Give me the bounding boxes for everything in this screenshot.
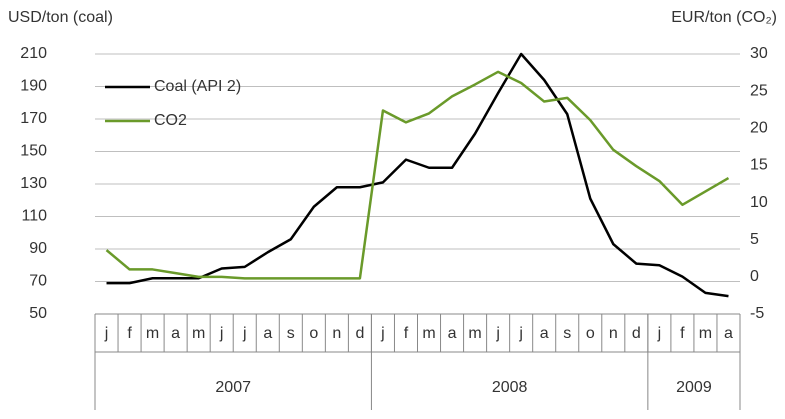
x-tick-label: a [263, 325, 272, 342]
y2-tick-label: 20 [750, 120, 768, 137]
x-tick-label: f [680, 325, 685, 342]
x-tick-label: a [171, 325, 180, 342]
y2-axis-label: EUR/ton (CO₂) [671, 9, 777, 26]
y2-tick-label: 5 [750, 231, 759, 248]
x-tick-label: m [699, 325, 712, 342]
x-tick-label: j [104, 325, 109, 342]
y-tick-label: 50 [29, 305, 47, 322]
x-tick-label: m [468, 325, 481, 342]
x-tick-label: j [219, 325, 224, 342]
legend-label: CO2 [154, 112, 187, 129]
y2-tick-label: 15 [750, 157, 768, 174]
x-tick-label: d [355, 325, 364, 342]
x-tick-label: f [404, 325, 409, 342]
y-tick-label: 130 [20, 175, 47, 192]
y2-tick-label: 0 [750, 268, 759, 285]
x-tick-label: j [495, 325, 500, 342]
y-tick-label: 70 [29, 273, 47, 290]
x-tick-label: a [448, 325, 457, 342]
group-label: 2007 [215, 379, 251, 396]
y-tick-label: 150 [20, 143, 47, 160]
y-tick-label: 190 [20, 78, 47, 95]
x-tick-label: n [332, 325, 341, 342]
x-tick-label: s [563, 325, 571, 342]
x-tick-label: o [309, 325, 318, 342]
x-tick-label: n [609, 325, 618, 342]
x-tick-label: m [192, 325, 205, 342]
y-tick-label: 90 [29, 240, 47, 257]
y2-tick-label: 10 [750, 194, 768, 211]
y2-tick-label: 25 [750, 82, 768, 99]
x-tick-label: a [724, 325, 733, 342]
x-tick-label: j [242, 325, 247, 342]
y-tick-label: 110 [21, 208, 47, 225]
x-tick-label: a [540, 325, 549, 342]
x-tick-label: j [518, 325, 523, 342]
y-axis-label: USD/ton (coal) [8, 9, 113, 26]
x-tick-label: j [657, 325, 662, 342]
x-tick-label: d [632, 325, 641, 342]
y-tick-label: 170 [20, 110, 47, 127]
y2-tick-label: 30 [750, 45, 768, 62]
x-tick-label: m [422, 325, 435, 342]
x-tick-label: o [586, 325, 595, 342]
x-tick-label: m [146, 325, 159, 342]
series-line [106, 52, 729, 298]
x-tick-label: s [287, 325, 295, 342]
group-label: 2009 [676, 379, 712, 396]
legend-label: Coal (API 2) [154, 78, 241, 95]
y2-tick-label: -5 [750, 305, 764, 322]
series-line [105, 70, 730, 280]
y-tick-label: 210 [20, 45, 47, 62]
group-label: 2008 [492, 379, 528, 396]
x-tick-label: f [127, 325, 132, 342]
x-tick-label: j [380, 325, 385, 342]
